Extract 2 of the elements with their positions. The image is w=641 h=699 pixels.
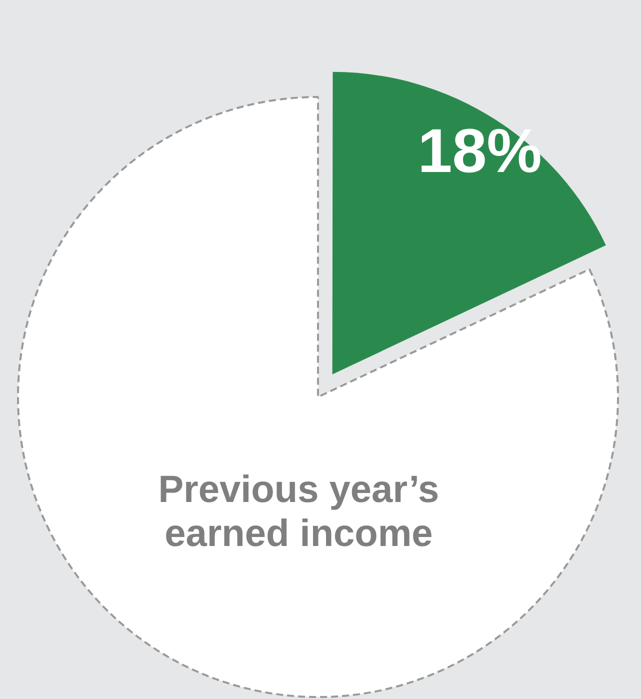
slice-label: Previous year’s earned income (158, 468, 440, 555)
data-label: 18% (418, 116, 542, 186)
